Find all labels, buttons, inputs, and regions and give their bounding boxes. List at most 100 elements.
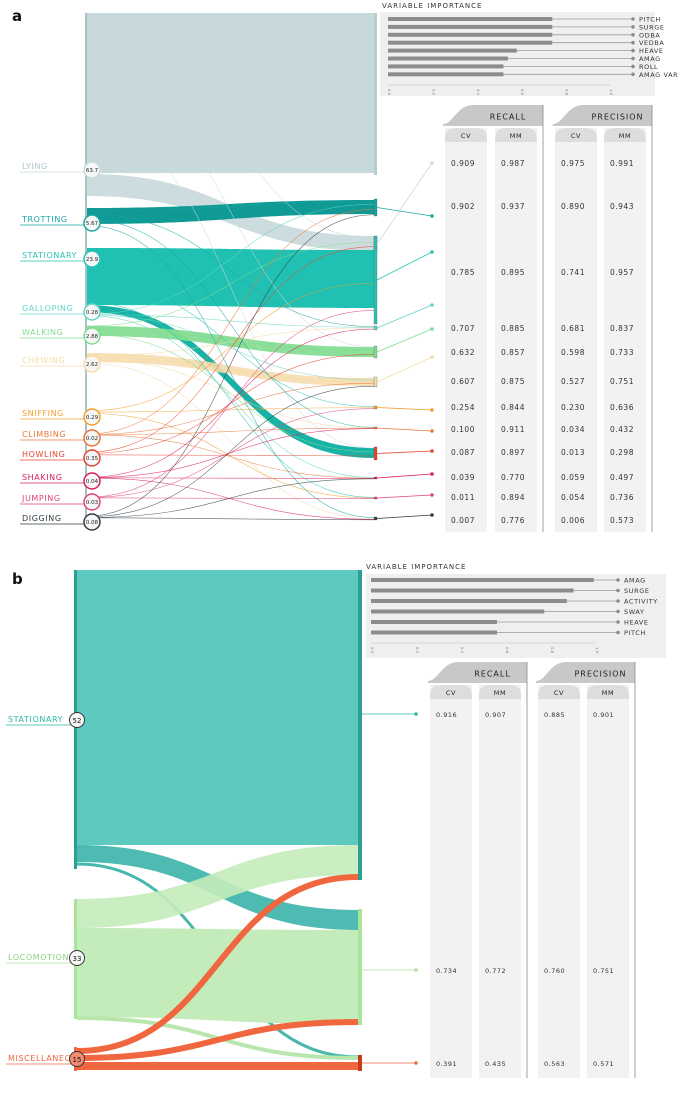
panel-b-leader-dot: [414, 968, 418, 972]
panel-a-precision-mm-walking: 0.733: [610, 348, 634, 357]
panel-b-header-precision: PRECISION: [574, 669, 626, 678]
panel-a-behaviour-label-galloping: GALLOPING: [22, 304, 73, 313]
panel-a-thin-flow-trotting: [85, 225, 375, 518]
panel-a-importance-label: ROLL: [639, 63, 658, 71]
panel-a-importance-bar-roll: [388, 64, 504, 69]
panel-a-recall-cv-shaking: 0.039: [451, 473, 475, 482]
panel-b-importance-dot: [616, 588, 620, 593]
panel-a-leader-galloping: [376, 304, 433, 329]
panel-b-leader-dot: [414, 712, 418, 716]
panel-a-precision-mm-climbing: 0.432: [610, 425, 634, 434]
panel-a-header-recall: RECALL: [490, 112, 527, 121]
panel-a-value-bubble: [83, 493, 101, 511]
panel-a-value-bubble: [83, 429, 101, 447]
panel-a-leader-dot: [430, 250, 434, 254]
panel-a-right-node-howling: [373, 446, 378, 461]
panel-a-right-node-climbing: [373, 426, 378, 430]
panel-a-value-bubble: [83, 355, 101, 373]
panel-b-importance-dot: [616, 609, 620, 614]
panel-b-precision-mm-miscellaneous: 0.571: [593, 1060, 614, 1068]
panel-a-precision-cv-trotting: 0.890: [561, 202, 585, 211]
panel-a-behaviour-label-stationary: STATIONARY: [22, 251, 77, 260]
panel-b-flow-misc-stationary: [76, 874, 359, 1054]
panel-a-thin-flow-howling: [85, 246, 375, 453]
panel-b-precision-cv-miscellaneous: 0.563: [544, 1060, 565, 1068]
panel-a-importance-background: [380, 12, 655, 96]
panel-a-recall-mm-shaking: 0.770: [501, 473, 525, 482]
panel-a-importance-dot: [631, 25, 635, 29]
panel-b-column-header: CV: [554, 689, 564, 697]
panel-a-thin-flow-howling: [85, 454, 375, 457]
panel-b-right-node-locomotion: [358, 909, 362, 1025]
panel-a-right-node-walking: [373, 345, 378, 359]
panel-b-metric-tables: RECALL PRECISION CV MM CV MM 0.916 0.907 0.885 0.…: [428, 662, 636, 1078]
panel-b-importance-tick: 0.6: [505, 647, 510, 654]
panel-b-flow-stationary-stationary: [77, 570, 358, 845]
panel-a-letter: a: [12, 7, 22, 25]
panel-a-column-cap: [555, 128, 597, 142]
panel-a-thin-flow-chewing: [85, 327, 375, 356]
panel-a-precision-cv-shaking: 0.059: [561, 473, 585, 482]
panel-a-importance-tick: 0.0: [387, 89, 392, 96]
panel-a-right-node-lying-block: [374, 13, 377, 175]
panel-a-thin-flow-climbing: [85, 434, 375, 479]
panel-a-leader-sniffing: [376, 407, 433, 411]
panel-b-right-node-stationary: [358, 570, 362, 880]
panel-a-value-galloping: 0.28: [86, 310, 99, 316]
panel-a-value-bubble: [83, 303, 101, 321]
panel-a-behaviour-label-climbing: CLIMBING: [22, 430, 66, 439]
panel-b-importance-label: PITCH: [624, 629, 646, 637]
panel-a-leader-dot: [430, 429, 434, 433]
panel-a-precision-mm-lying: 0.991: [610, 159, 634, 168]
panel-a-thin-flow-shaking: [85, 328, 375, 478]
panel-a-importance-label: SURGE: [639, 23, 665, 31]
panel-a-flow-lying-lying: [86, 13, 374, 173]
panel-b-letter: b: [12, 570, 23, 588]
panel-b-value-bubble: [69, 1051, 85, 1067]
panel-a-precision-mm-shaking: 0.497: [610, 473, 634, 482]
panel-a-thin-flow-walking: [85, 333, 375, 453]
panel-a-importance-bar-surge: [388, 24, 553, 29]
panel-a-metric-column: [495, 128, 537, 532]
panel-a-thin-flow-sniffing: [85, 407, 375, 413]
panel-a-precision-cv-galloping: 0.681: [561, 324, 585, 333]
panel-a-recall-cv-howling: 0.087: [451, 448, 475, 457]
panel-a-importance-dot: [631, 72, 635, 77]
panel-a-flow-stationary-howling: [86, 305, 374, 458]
panel-a-leader-trotting: [376, 207, 433, 217]
panel-a-importance-bar-amag: [388, 56, 508, 61]
panel-a-right-node-chewing: [373, 376, 378, 388]
panel-a-column-cap: [604, 128, 646, 142]
panel-a-behaviour-label-howling: HOWLING: [22, 450, 65, 459]
panel-b-flow-locomotion-stationary: [77, 845, 358, 928]
panel-b-recall-cv-miscellaneous: 0.391: [436, 1060, 457, 1068]
panel-a-precision-mm-stationary: 0.957: [610, 268, 634, 277]
panel-a-precision-mm-trotting: 0.943: [610, 202, 634, 211]
panel-a-thin-flow-climbing: [85, 382, 375, 435]
panel-a-thin-flow-trotting: [85, 219, 375, 428]
panel-a-column-header: CV: [571, 132, 581, 140]
panel-b-value-bubble: [69, 950, 85, 966]
panel-a-leader-stationary: [376, 251, 433, 281]
panel-a-importance-dot: [631, 56, 635, 61]
panel-b-importance-bar-activity: [371, 599, 567, 603]
panel-b-metric-column: [430, 685, 472, 1078]
panel-a-left-axis: [85, 13, 87, 518]
panel-a-leader-dot: [430, 408, 434, 412]
panel-a-importance-tick: 0.4: [476, 89, 481, 96]
panel-a-right-node-stationary: [373, 235, 378, 325]
panel-b-metric-column: [587, 685, 629, 1078]
panel-b-flow-misc-misc: [77, 1062, 358, 1070]
panel-b-importance-dot: [616, 620, 620, 624]
panel-a-thin-flow-galloping: [85, 203, 375, 315]
panel-a-importance-dot: [631, 33, 635, 37]
panel-b-recall-mm-stationary: 0.907: [485, 711, 506, 719]
panel-a-recall-mm-chewing: 0.875: [501, 377, 525, 386]
panel-a-leader-howling: [376, 450, 433, 454]
panel-a-importance-bar-vedba: [388, 40, 553, 45]
panel-b-column-cap: [430, 685, 472, 699]
panel-b-column-header: MM: [494, 689, 506, 697]
panel-a-right-node-galloping: [373, 325, 378, 331]
